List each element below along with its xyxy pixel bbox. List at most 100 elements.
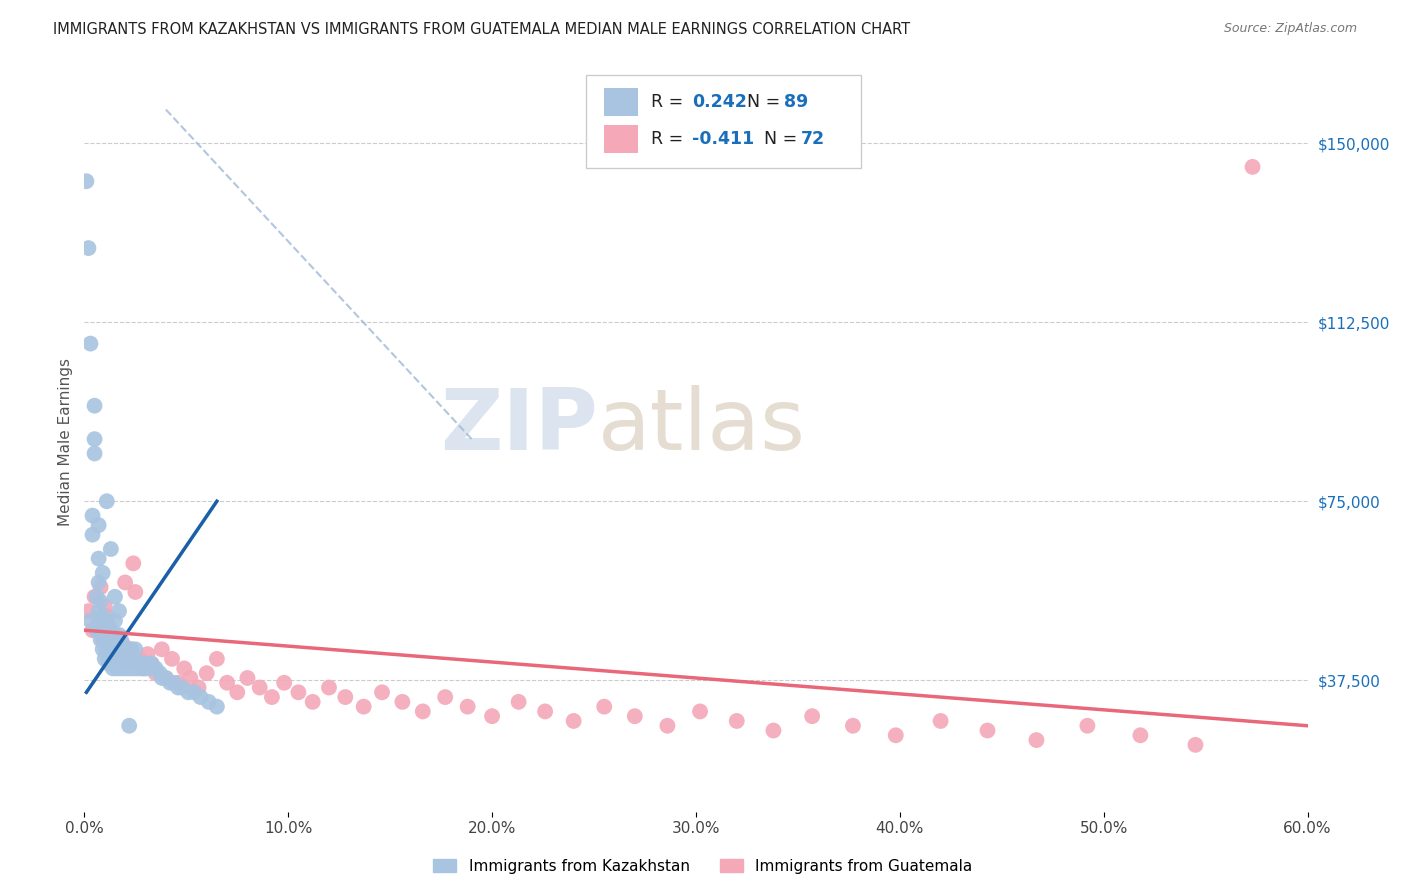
Point <box>83 590 105 604</box>
Point <box>205 652 228 666</box>
Point <box>108 604 131 618</box>
Point <box>96 608 118 623</box>
Point <box>115 642 138 657</box>
Point <box>122 557 145 571</box>
Point <box>108 642 131 657</box>
Point <box>100 638 122 652</box>
Point <box>120 642 142 657</box>
Point <box>801 709 824 723</box>
Point <box>100 624 122 638</box>
Text: Source: ZipAtlas.com: Source: ZipAtlas.com <box>1223 22 1357 36</box>
Point <box>114 661 136 675</box>
Point <box>150 671 173 685</box>
Point <box>105 647 128 661</box>
Point <box>842 719 865 733</box>
Text: ZIP: ZIP <box>440 385 598 468</box>
Point <box>105 632 128 647</box>
Text: 89: 89 <box>785 93 808 111</box>
Point <box>96 494 118 508</box>
Point <box>183 685 205 699</box>
Point <box>177 685 200 699</box>
Point <box>534 705 557 719</box>
Point <box>114 575 136 590</box>
Point <box>97 642 120 657</box>
Point <box>87 551 110 566</box>
Point <box>115 647 138 661</box>
Point <box>217 675 239 690</box>
Point <box>593 699 616 714</box>
Point <box>90 594 112 608</box>
Point <box>624 709 647 723</box>
Point <box>128 652 150 666</box>
Point <box>145 661 167 675</box>
Point <box>82 508 104 523</box>
Point <box>145 666 167 681</box>
Point <box>90 580 112 594</box>
Point <box>100 652 122 666</box>
Point <box>100 642 122 657</box>
Point <box>112 638 135 652</box>
Point <box>96 647 118 661</box>
Point <box>108 657 131 671</box>
Point <box>187 681 209 695</box>
Point <box>83 446 105 460</box>
Point <box>91 608 114 623</box>
Point <box>976 723 998 738</box>
Point <box>96 632 118 647</box>
Point <box>90 614 112 628</box>
Point <box>149 666 172 681</box>
Point <box>434 690 457 704</box>
Text: -0.411: -0.411 <box>692 129 755 148</box>
Point <box>335 690 357 704</box>
Point <box>79 336 101 351</box>
Point <box>97 618 120 632</box>
Point <box>114 647 136 661</box>
Point <box>97 628 120 642</box>
Point <box>167 675 190 690</box>
Point <box>132 657 155 671</box>
Point <box>135 661 157 675</box>
Point <box>160 652 183 666</box>
Point <box>128 657 150 671</box>
Point <box>481 709 503 723</box>
Point <box>172 681 194 695</box>
Point <box>725 714 748 728</box>
Point <box>87 518 110 533</box>
Point <box>132 661 155 675</box>
Point <box>190 690 212 704</box>
Point <box>87 614 110 628</box>
Point <box>79 614 101 628</box>
Legend: Immigrants from Kazakhstan, Immigrants from Guatemala: Immigrants from Kazakhstan, Immigrants f… <box>427 853 979 880</box>
Point <box>105 661 128 675</box>
Point <box>1241 160 1264 174</box>
Point <box>163 675 186 690</box>
Point <box>1025 733 1047 747</box>
Point <box>93 638 115 652</box>
Point <box>1076 719 1098 733</box>
Point <box>82 527 104 541</box>
Point <box>412 705 434 719</box>
Point <box>131 661 153 675</box>
Point <box>689 705 711 719</box>
Point <box>884 728 907 742</box>
Point <box>108 642 131 657</box>
Point <box>108 628 131 642</box>
Point <box>173 661 195 675</box>
Point <box>110 661 132 675</box>
Point <box>105 632 128 647</box>
Point <box>118 657 141 671</box>
Point <box>141 657 163 671</box>
Point <box>562 714 585 728</box>
Text: IMMIGRANTS FROM KAZAKHSTAN VS IMMIGRANTS FROM GUATEMALA MEDIAN MALE EARNINGS COR: IMMIGRANTS FROM KAZAKHSTAN VS IMMIGRANTS… <box>53 22 911 37</box>
Point <box>104 614 127 628</box>
Point <box>159 675 181 690</box>
Point <box>260 690 283 704</box>
Point <box>371 685 394 699</box>
Point <box>101 628 124 642</box>
FancyBboxPatch shape <box>586 75 860 168</box>
Point <box>86 590 108 604</box>
Point <box>301 695 323 709</box>
Point <box>205 699 228 714</box>
Point <box>104 647 127 661</box>
Point <box>236 671 259 685</box>
